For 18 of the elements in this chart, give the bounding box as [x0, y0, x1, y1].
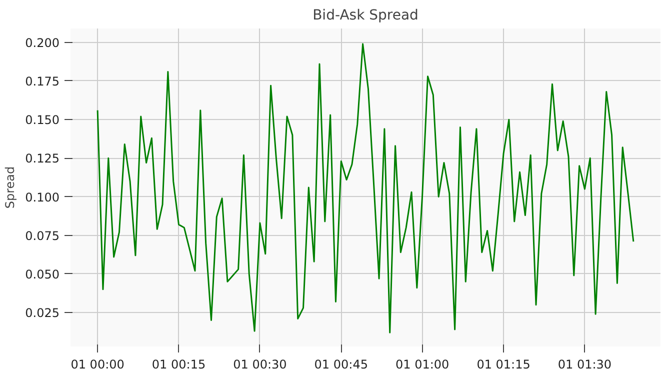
line-series	[96, 43, 634, 334]
x-tick-label: 01 00:30	[233, 358, 287, 372]
x-tick-label: 01 01:15	[476, 358, 530, 372]
chart-title: Bid-Ask Spread	[312, 8, 418, 24]
x-tick-label: 01 00:00	[70, 358, 124, 372]
y-axis-title: Spread	[3, 166, 18, 209]
y-tick-label: 0.100	[25, 190, 60, 204]
y-tick-label: 0.175	[25, 74, 60, 88]
y-tick-label: 0.025	[25, 306, 60, 320]
x-tick-label: 01 01:00	[396, 358, 450, 372]
y-tick-label: 0.200	[25, 36, 60, 50]
y-tick-label: 0.075	[25, 228, 60, 243]
x-tick-label: 01 00:45	[314, 358, 368, 372]
x-tick-label: 01 00:15	[152, 358, 206, 372]
y-tick-label: 0.050	[25, 267, 60, 282]
x-tick-label: 01 01:30	[558, 358, 612, 372]
y-tick-label: 0.125	[25, 152, 60, 166]
y-tick-label: 0.150	[25, 113, 60, 128]
